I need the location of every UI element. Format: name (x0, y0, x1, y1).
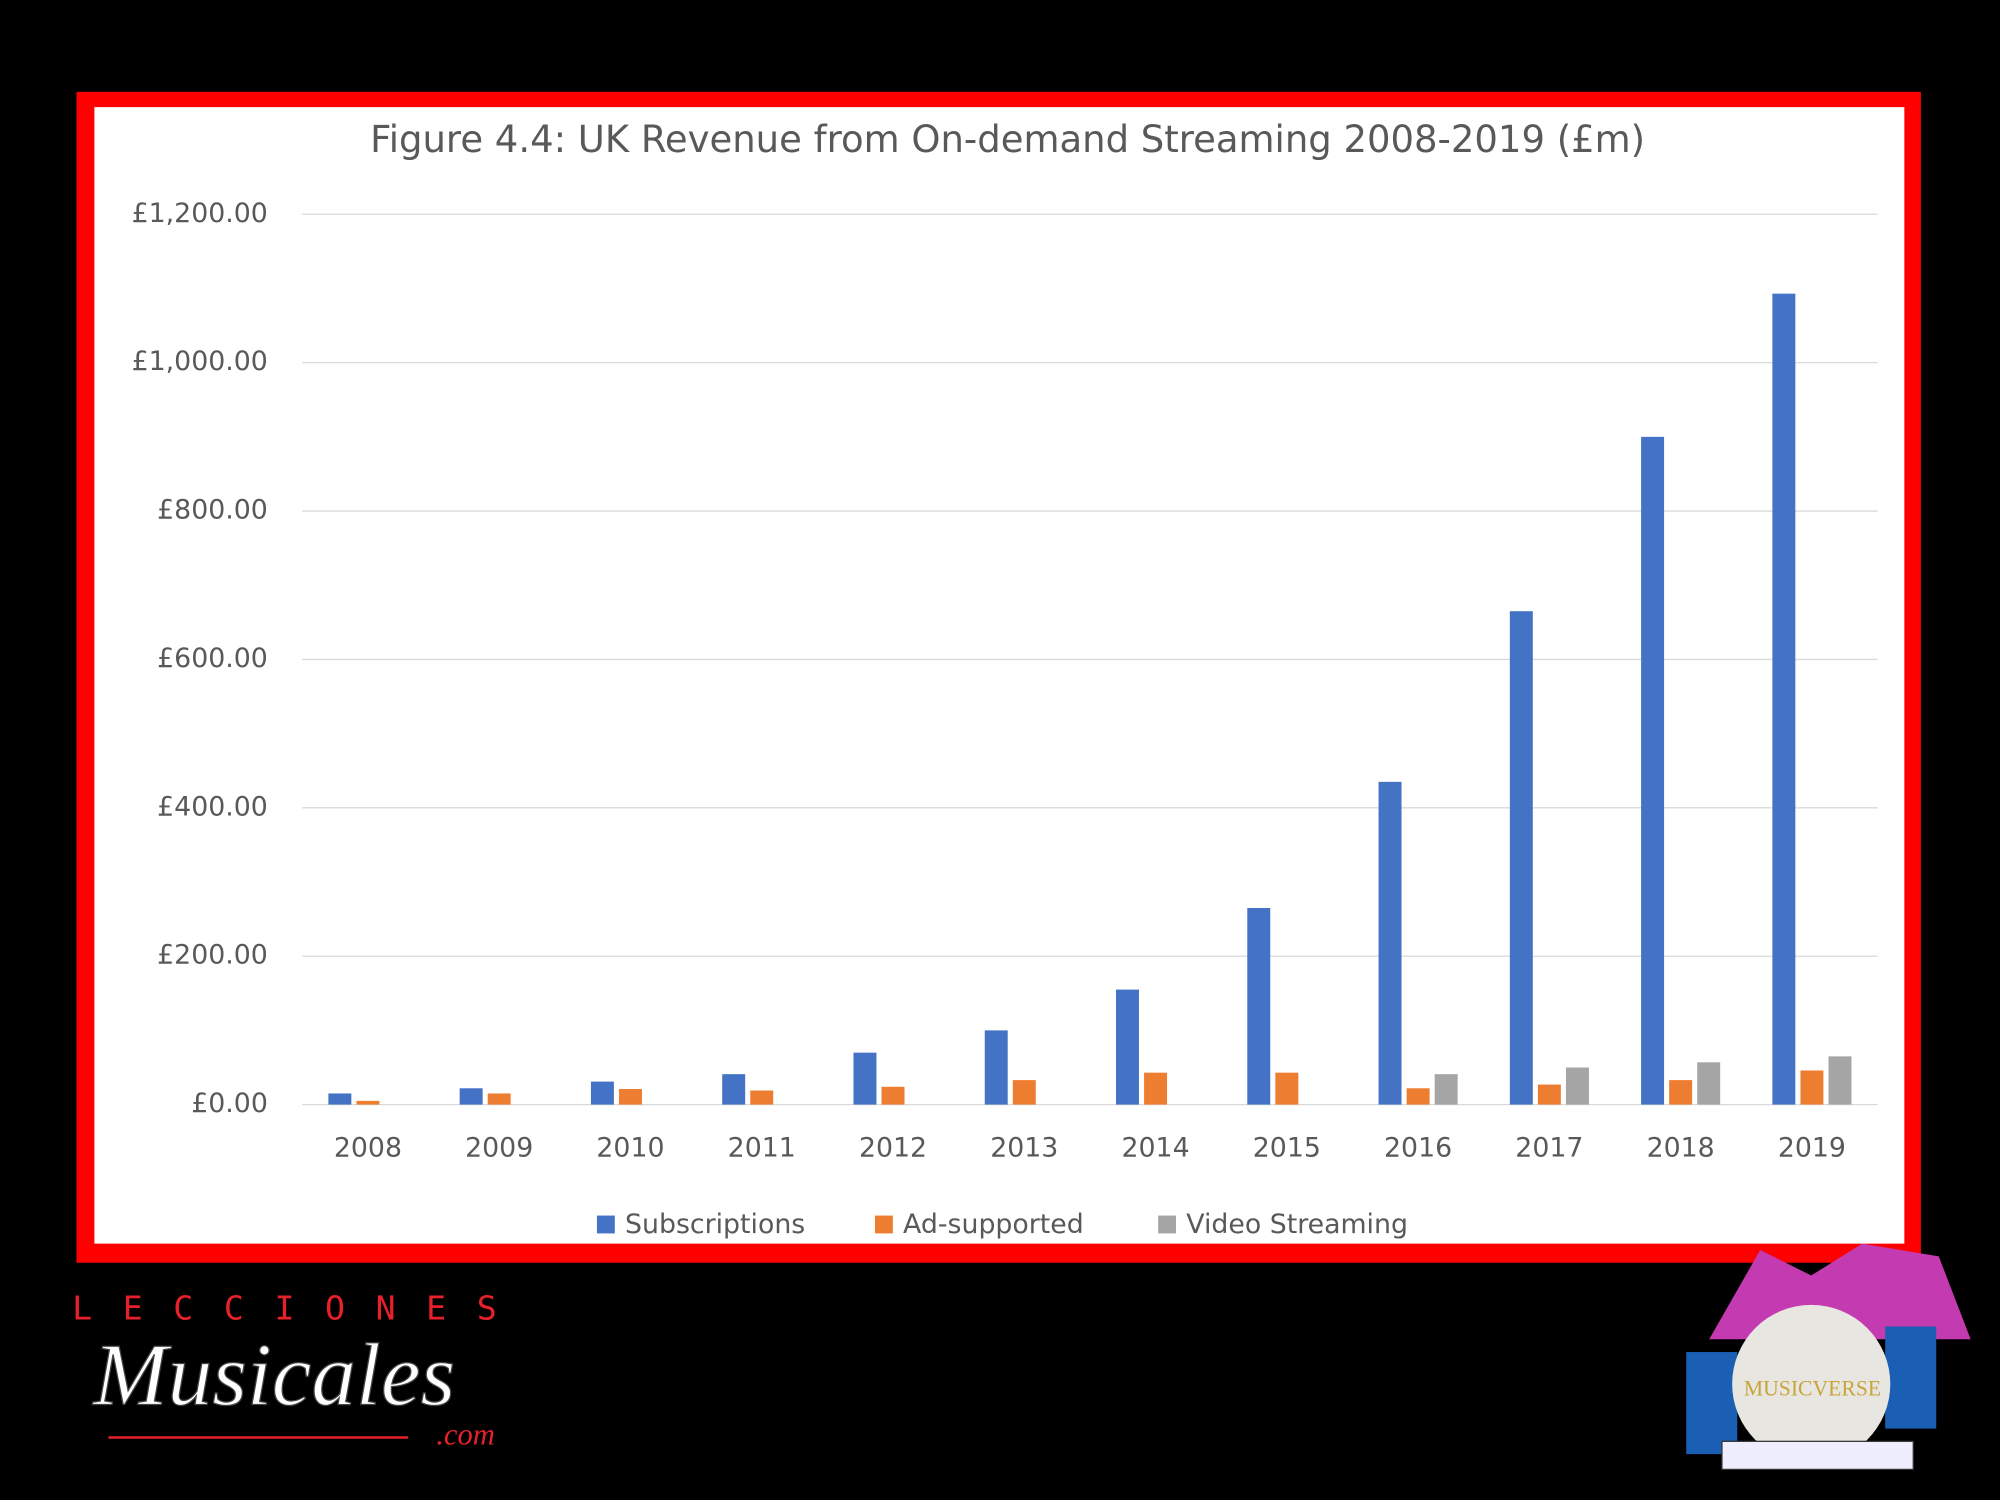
logo-left: LECCIONES Musicales .com (72, 1288, 527, 1452)
legend-swatch (596, 1215, 615, 1234)
bar (853, 1052, 877, 1105)
bar (1116, 989, 1139, 1105)
legend-swatch (875, 1215, 893, 1234)
keyboard (1721, 1440, 1914, 1471)
x-tick-label: 2009 (465, 1133, 533, 1164)
bar (1669, 1080, 1693, 1105)
y-tick-label: £1,200.00 (132, 198, 268, 229)
x-tick-label: 2015 (1253, 1133, 1321, 1164)
bar (1144, 1072, 1168, 1105)
bar (618, 1089, 642, 1105)
bar (1434, 1074, 1458, 1105)
bar (1537, 1084, 1561, 1105)
logo-right: MUSICVERSE (1686, 1243, 1971, 1471)
y-tick-label: £400.00 (157, 791, 268, 822)
y-tick-label: £800.00 (157, 495, 268, 526)
bar (1641, 436, 1665, 1105)
bar (590, 1081, 614, 1105)
bar (1509, 611, 1533, 1105)
bar (1772, 293, 1796, 1105)
logo-suffix: .com (436, 1418, 495, 1452)
legend-label: Subscriptions (625, 1209, 805, 1240)
bar (881, 1086, 905, 1105)
logo-main: Musicales (91, 1325, 455, 1424)
bar (1565, 1067, 1589, 1105)
bar (1012, 1080, 1036, 1105)
logo-disc (1732, 1304, 1891, 1464)
bar (1406, 1088, 1430, 1105)
speaker (1686, 1352, 1738, 1455)
bar (487, 1093, 511, 1105)
bar (459, 1088, 483, 1105)
bar (1275, 1072, 1299, 1105)
bar (1697, 1062, 1721, 1105)
logo-top: LECCIONES (72, 1288, 527, 1327)
y-tick-label: £200.00 (157, 940, 268, 971)
chart-title: Figure 4.4: UK Revenue from On-demand St… (370, 118, 1645, 161)
x-tick-label: 2011 (728, 1133, 796, 1164)
x-tick-label: 2016 (1384, 1133, 1452, 1164)
legend-label: Ad-supported (903, 1209, 1084, 1240)
bar (1800, 1070, 1824, 1105)
legend-swatch (1158, 1215, 1177, 1234)
x-tick-label: 2010 (596, 1133, 664, 1164)
x-tick-label: 2013 (990, 1133, 1058, 1164)
bar (1378, 781, 1402, 1105)
bar (984, 1030, 1008, 1105)
logo-text: MUSICVERSE (1744, 1376, 1881, 1400)
bar (1247, 907, 1271, 1105)
bar (1828, 1056, 1852, 1105)
bar (356, 1100, 380, 1105)
legend-label: Video Streaming (1186, 1209, 1408, 1240)
y-tick-label: £600.00 (157, 643, 268, 674)
x-tick-label: 2017 (1515, 1133, 1583, 1164)
y-tick-label: £1,000.00 (132, 346, 268, 377)
bar (722, 1074, 746, 1105)
x-tick-label: 2018 (1647, 1133, 1715, 1164)
speaker (1885, 1326, 1937, 1429)
y-tick-label: £0.00 (191, 1088, 268, 1119)
x-tick-label: 2008 (334, 1133, 402, 1164)
bar (328, 1093, 352, 1105)
bar (750, 1090, 774, 1105)
x-tick-label: 2019 (1778, 1133, 1846, 1164)
x-tick-label: 2012 (859, 1133, 927, 1164)
x-tick-label: 2014 (1121, 1133, 1189, 1164)
